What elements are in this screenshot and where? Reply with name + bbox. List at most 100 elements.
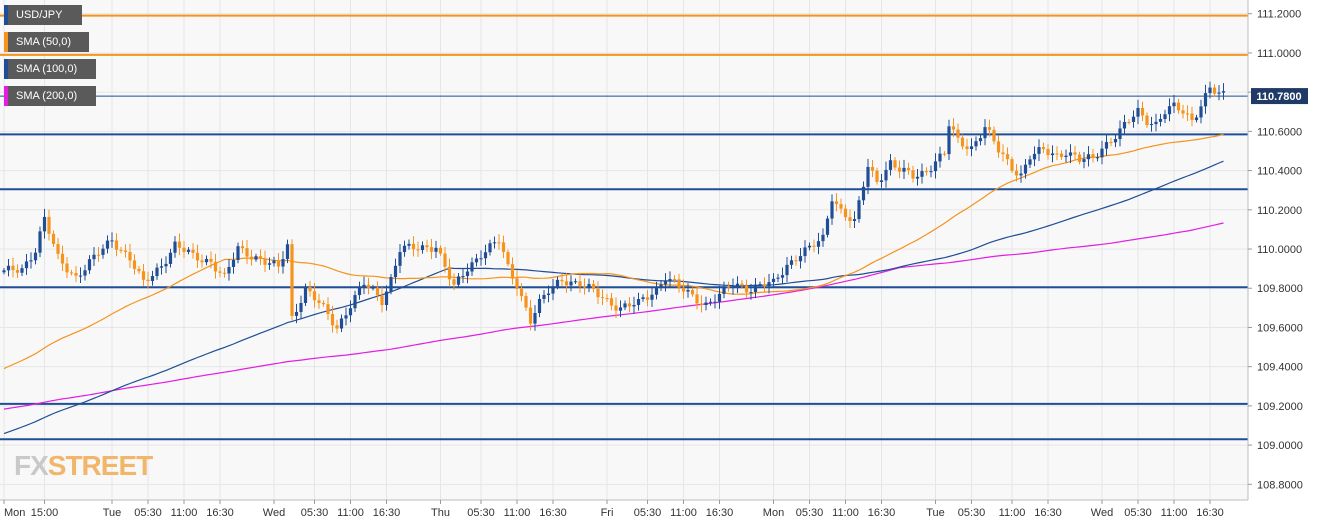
candle-body (515, 278, 519, 289)
legend-item-sma-100: SMA (100,0) (4, 59, 96, 79)
candle-body (830, 201, 834, 219)
candle-body (1217, 92, 1221, 94)
candle-body (987, 127, 992, 130)
candle-body (276, 260, 281, 267)
candle-body (1032, 153, 1037, 160)
candle-body (713, 301, 717, 303)
candle-body (1163, 114, 1167, 120)
candle-body (825, 218, 830, 235)
candle-body (551, 286, 555, 294)
candle-body (1086, 154, 1091, 160)
candle-body (1037, 147, 1041, 154)
candle-body (519, 288, 524, 297)
candle-body (632, 305, 636, 307)
candle-body (929, 171, 933, 173)
candle-body (24, 261, 29, 269)
candle-body (258, 256, 263, 259)
candle-body (83, 270, 87, 276)
candle-body (1131, 116, 1136, 122)
candle-body (672, 278, 677, 280)
candle-body (479, 258, 483, 260)
candle-body (78, 275, 83, 277)
candle-body (1181, 110, 1185, 114)
candle-body (42, 216, 47, 232)
candle-body (344, 315, 348, 319)
candle-body (1176, 102, 1181, 111)
candle-body (812, 245, 816, 247)
sma-50-line (3, 133, 1224, 370)
candle-body (213, 261, 218, 272)
candle-body (272, 260, 276, 264)
candle-body (992, 129, 996, 142)
candle-body (1208, 87, 1212, 94)
candle-body (1055, 153, 1059, 155)
x-tick-label: 16:30 (1196, 507, 1224, 519)
candle-body (803, 247, 807, 257)
candle-body (1046, 149, 1050, 156)
candle-body (704, 302, 708, 306)
x-tick-label: Wed (263, 507, 285, 519)
candle-body (483, 252, 488, 259)
candle-body (627, 303, 632, 307)
candle-body (722, 286, 726, 294)
candle-body (254, 256, 258, 260)
y-tick-label: 109.6000 (1257, 322, 1303, 334)
candle-body (1194, 117, 1199, 121)
candle-body (443, 253, 447, 267)
candle-body (137, 268, 141, 272)
candle-body (321, 302, 326, 305)
candle-body (74, 273, 78, 276)
legend-swatch (4, 32, 8, 52)
candle-body (857, 200, 861, 220)
candle-body (753, 284, 758, 293)
candle-body (87, 259, 92, 271)
candle-body (65, 263, 69, 273)
candle-body (573, 281, 578, 283)
candle-body (38, 231, 42, 253)
candle-body (938, 153, 942, 162)
candle-body (389, 277, 393, 292)
candle-body (915, 176, 920, 179)
candle-body (1077, 154, 1082, 162)
candle-body (546, 293, 551, 296)
candle-body (699, 303, 704, 306)
candle-body (308, 286, 312, 292)
candle-body (780, 275, 785, 278)
x-tick-label: Fri (601, 507, 614, 519)
x-tick-label: 05:30 (134, 507, 162, 519)
candle-body (339, 318, 344, 329)
legend-item-sma-50: SMA (50,0) (4, 32, 89, 52)
candle-body (51, 233, 56, 245)
candle-body (200, 260, 204, 263)
candle-body (933, 161, 938, 172)
y-tick-label: 109.8000 (1257, 283, 1303, 295)
candle-body (677, 279, 681, 288)
candle-body (11, 265, 15, 271)
candle-body (204, 258, 209, 263)
candle-body (281, 259, 285, 267)
candle-body (294, 311, 299, 316)
candle-body (978, 138, 983, 142)
candle-body (335, 325, 339, 329)
candle-body (839, 204, 843, 209)
candle-body (1212, 87, 1217, 94)
candle-body (236, 246, 240, 260)
candle-body (969, 146, 974, 150)
candle-body (470, 262, 474, 272)
legend-label: SMA (50,0) (16, 36, 72, 48)
candle-body (29, 260, 33, 262)
candle-body (263, 258, 267, 265)
y-tick-label: 110.0000 (1257, 244, 1302, 256)
candle-body (974, 141, 978, 147)
candle-body (848, 217, 852, 221)
candle-body (1019, 173, 1023, 176)
candle-body (587, 284, 591, 288)
y-tick-label: 110.2000 (1257, 205, 1302, 217)
x-tick-label: 16:30 (706, 507, 734, 519)
candle-body (398, 252, 402, 266)
candle-body (1014, 170, 1019, 176)
candle-body (681, 287, 686, 292)
candle-body (641, 297, 645, 300)
